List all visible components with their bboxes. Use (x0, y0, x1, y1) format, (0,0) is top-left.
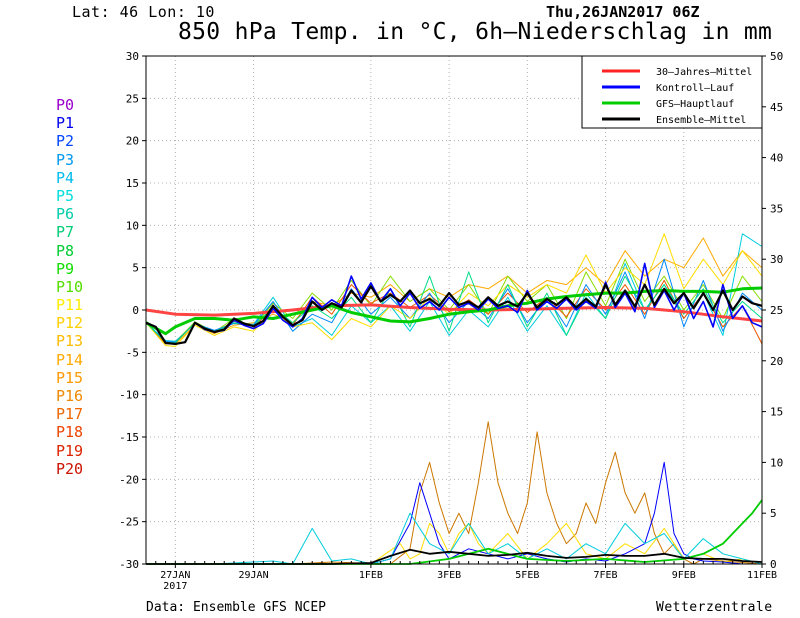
y-left-tick-label: -5 (126, 346, 139, 359)
y-left-tick-label: -30 (119, 558, 139, 571)
member-label: P13 (56, 332, 84, 351)
series-line (145, 286, 763, 336)
legend-box (581, 55, 763, 129)
y-left-tick-label: 20 (126, 135, 139, 148)
y-left-tick-label: 30 (126, 50, 139, 63)
y-left-tick-label: -15 (119, 431, 139, 444)
member-label: P8 (56, 241, 75, 260)
x-tick-label: 5FEB (515, 570, 539, 581)
legend-label: Ensemble–Mittel (656, 115, 746, 126)
y-left-tick-label: -20 (119, 473, 139, 486)
member-label: P1 (56, 114, 75, 133)
member-label: P17 (56, 405, 84, 424)
legend-label: GFS–Hauptlauf (656, 99, 734, 110)
x-tick-label: 9FEB (672, 570, 696, 581)
y-right-tick-label: 25 (770, 304, 783, 317)
x-tick-label: 3FEB (437, 570, 461, 581)
member-label: P14 (56, 350, 84, 369)
y-right-tick-label: 15 (770, 406, 783, 419)
y-right-tick-label: 50 (770, 50, 783, 63)
y-right-tick-label: 5 (770, 507, 777, 520)
y-left-tick-label: 5 (132, 262, 139, 275)
x-tick-sublabel: 2017 (163, 581, 187, 592)
member-label: P12 (56, 314, 84, 333)
member-label: P18 (56, 423, 84, 442)
member-label: P16 (56, 387, 84, 405)
series-line (145, 262, 763, 345)
legend-label: Kontroll–Lauf (656, 83, 734, 94)
brand-label: Wetterzentrale (656, 600, 773, 615)
x-tick-label: 27JAN (160, 570, 190, 581)
member-label: P7 (56, 223, 75, 242)
x-tick-label: 29JAN (239, 570, 269, 581)
temperature-series (145, 233, 763, 347)
x-tick-label: 11FEB (747, 570, 777, 581)
series-line (146, 548, 763, 565)
y-left-tick-label: 10 (126, 219, 139, 232)
series-line (146, 522, 763, 565)
axes: 302520151050-5-10-15-20-25-3050454035302… (119, 50, 783, 592)
series-line (146, 512, 763, 565)
data-source: Data: Ensemble GFS NCEP (146, 600, 327, 615)
y-right-tick-label: 45 (770, 101, 783, 114)
location-label: Lat: 46 Lon: 10 (72, 3, 215, 21)
y-left-tick-label: 15 (126, 177, 139, 190)
member-label: P3 (56, 150, 75, 169)
y-left-tick-label: -10 (119, 389, 139, 402)
precipitation-series (146, 421, 763, 565)
member-label: P19 (56, 441, 84, 460)
member-label: P11 (56, 296, 84, 315)
member-label: P6 (56, 205, 75, 224)
series-line (146, 499, 763, 565)
y-right-tick-label: 35 (770, 202, 783, 215)
y-right-tick-label: 40 (770, 152, 783, 165)
member-label: P4 (56, 168, 75, 187)
member-label: P9 (56, 259, 75, 278)
member-label: P5 (56, 186, 75, 205)
series-line (145, 271, 763, 344)
series-line (145, 283, 763, 345)
y-right-tick-label: 20 (770, 355, 783, 368)
x-tick-label: 1FEB (359, 570, 383, 581)
x-tick-label: 7FEB (594, 570, 618, 581)
series-line (145, 303, 763, 323)
run-timestamp: Thu,26JAN2017 06Z (546, 3, 700, 21)
y-right-tick-label: 0 (770, 558, 777, 571)
legend-label: 30–Jahres–Mittel (656, 67, 752, 78)
member-label: P2 (56, 132, 75, 151)
member-label: P20 (56, 459, 84, 478)
y-left-tick-label: -25 (119, 516, 139, 529)
y-left-tick-label: 0 (132, 304, 139, 317)
member-label: P15 (56, 368, 84, 387)
chart-title: 850 hPa Temp. in °C, 6h–Niederschlag in … (178, 19, 773, 45)
y-right-tick-label: 30 (770, 253, 783, 266)
legend: 30–Jahres–Mittel Kontroll–Lauf GFS–Hauptla… (581, 55, 763, 129)
member-label: P10 (56, 277, 84, 296)
y-left-tick-label: 25 (126, 92, 139, 105)
ensemble-member-list: P0 P1 P2 P3 P4 P5 P6 P7 P8 P9 P10 P11 P12 P13 P14 P15 P1… (56, 96, 83, 478)
y-right-tick-label: 10 (770, 456, 783, 469)
member-label: P0 (56, 96, 75, 114)
